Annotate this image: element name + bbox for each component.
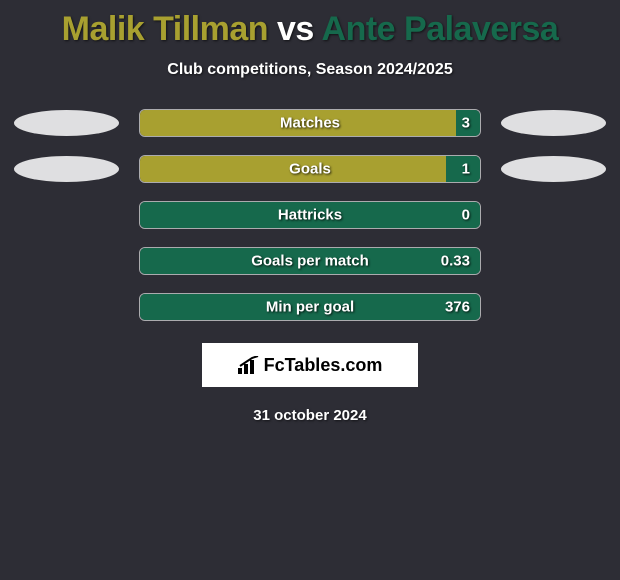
stat-bar: Min per goal 376 [139,293,481,321]
subtitle: Club competitions, Season 2024/2025 [167,61,452,79]
title-player2: Ante Palaversa [322,10,559,48]
stat-label: Goals [289,161,331,178]
stat-value-right: 376 [445,299,470,316]
stat-value-right: 1 [462,161,470,178]
title-player1: Malik Tillman [62,10,268,48]
stat-bar: Goals per match 0.33 [139,247,481,275]
stat-bar: Goals 1 [139,155,481,183]
date-label: 31 october 2024 [253,407,366,424]
brand-text: FcTables.com [264,355,383,376]
stat-value-right: 3 [462,115,470,132]
stat-value-right: 0 [462,207,470,224]
stat-value-right: 0.33 [441,253,470,270]
stat-row: Goals per match 0.33 [0,247,620,275]
player1-ellipse [14,110,119,136]
stat-bar: Matches 3 [139,109,481,137]
stat-label: Hattricks [278,207,342,224]
stat-label: Goals per match [251,253,369,270]
stats-block: Matches 3 Goals 1 Hattricks 0 Goals per match 0… [0,109,620,321]
stat-row: Hattricks 0 [0,201,620,229]
brand-badge: FcTables.com [202,343,418,387]
player2-ellipse [501,156,606,182]
player1-ellipse [14,156,119,182]
title-vs: vs [277,10,314,48]
stat-bar: Hattricks 0 [139,201,481,229]
stat-label: Min per goal [266,299,354,316]
page-title: Malik Tillman vs Ante Palaversa [62,10,559,49]
stat-row: Min per goal 376 [0,293,620,321]
stat-label: Matches [280,115,340,132]
stat-row: Goals 1 [0,155,620,183]
stat-row: Matches 3 [0,109,620,137]
player2-ellipse [501,110,606,136]
chart-icon [238,356,260,374]
